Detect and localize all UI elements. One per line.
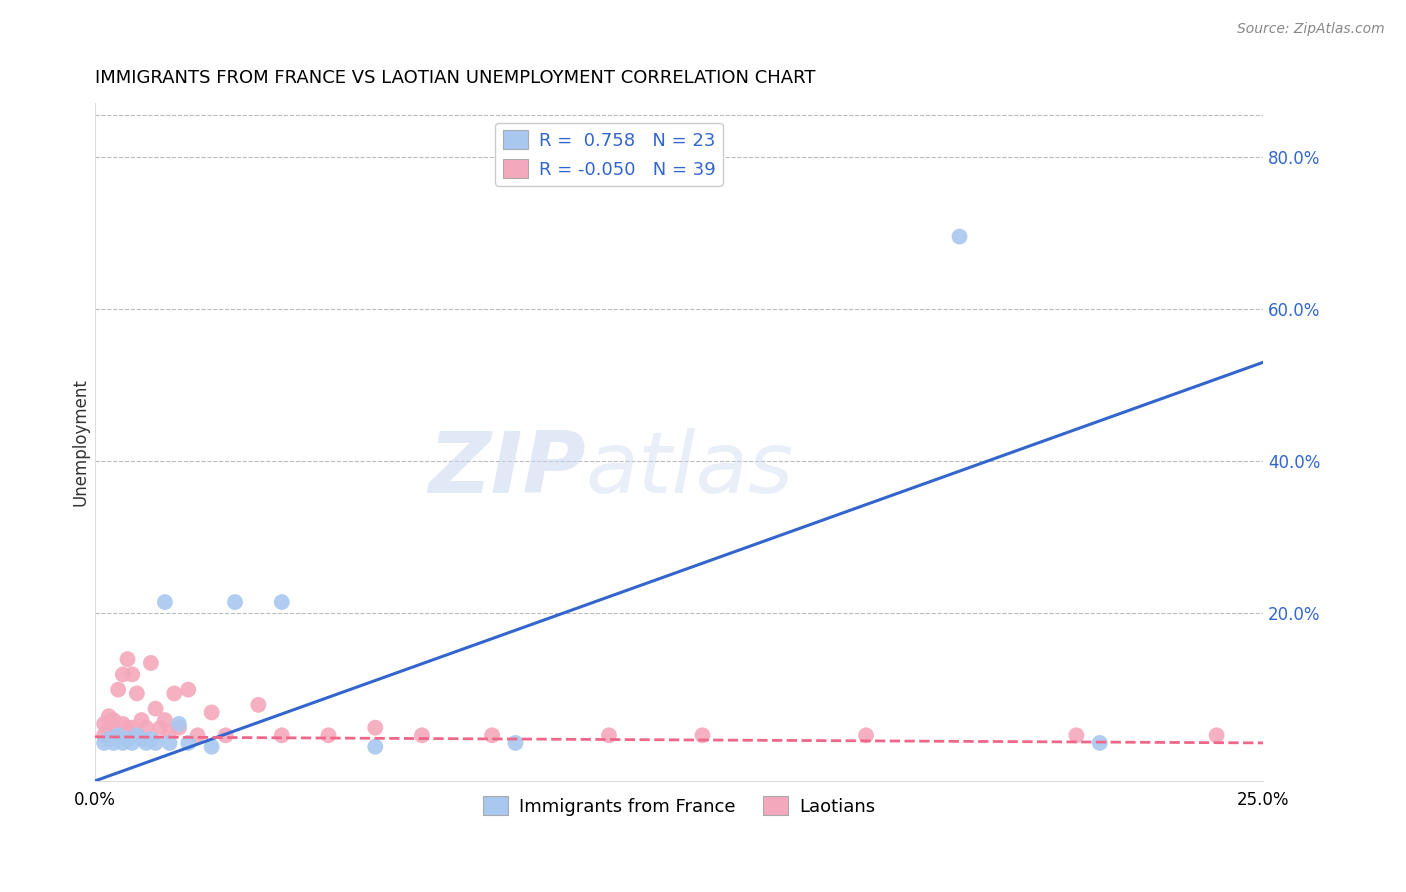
Point [131, 713, 153, 727]
Point [364, 739, 387, 754]
Point [505, 736, 527, 750]
Point [97, 709, 120, 723]
Text: ZIP: ZIP [427, 428, 585, 511]
Point [224, 595, 246, 609]
Point [107, 728, 129, 742]
Point [135, 721, 157, 735]
Point [111, 717, 134, 731]
Point [201, 739, 224, 754]
Point [187, 728, 209, 742]
Point [125, 728, 148, 742]
Point [117, 652, 139, 666]
Point [692, 728, 714, 742]
Point [125, 686, 148, 700]
Legend: Immigrants from France, Laotians: Immigrants from France, Laotians [475, 789, 882, 822]
Point [93, 736, 115, 750]
Point [111, 736, 134, 750]
Point [93, 728, 115, 742]
Point [97, 721, 120, 735]
Point [103, 736, 125, 750]
Text: atlas: atlas [585, 428, 793, 511]
Point [167, 717, 190, 731]
Point [131, 732, 153, 747]
Point [135, 736, 157, 750]
Point [121, 736, 143, 750]
Point [364, 721, 387, 735]
Point [167, 721, 190, 735]
Point [121, 667, 143, 681]
Point [318, 728, 340, 742]
Point [177, 736, 200, 750]
Point [598, 728, 620, 742]
Point [1066, 728, 1088, 742]
Point [93, 717, 115, 731]
Point [1205, 728, 1227, 742]
Point [111, 667, 134, 681]
Point [103, 724, 125, 739]
Point [270, 728, 292, 742]
Point [215, 728, 238, 742]
Text: IMMIGRANTS FROM FRANCE VS LAOTIAN UNEMPLOYMENT CORRELATION CHART: IMMIGRANTS FROM FRANCE VS LAOTIAN UNEMPL… [94, 69, 815, 87]
Point [139, 656, 162, 670]
Point [948, 229, 970, 244]
Point [159, 724, 181, 739]
Point [270, 595, 292, 609]
Point [149, 721, 172, 735]
Point [411, 728, 433, 742]
Point [103, 713, 125, 727]
Point [107, 682, 129, 697]
Point [97, 732, 120, 747]
Point [145, 701, 167, 715]
Point [201, 706, 224, 720]
Point [139, 732, 162, 747]
Text: Source: ZipAtlas.com: Source: ZipAtlas.com [1237, 22, 1385, 37]
Point [121, 721, 143, 735]
Point [117, 732, 139, 747]
Point [1088, 736, 1111, 750]
Point [163, 686, 186, 700]
Point [117, 721, 139, 735]
Point [153, 713, 176, 727]
Point [153, 595, 176, 609]
Point [855, 728, 877, 742]
Point [481, 728, 503, 742]
Point [159, 736, 181, 750]
Point [177, 682, 200, 697]
Point [247, 698, 270, 712]
Point [107, 728, 129, 742]
Point [145, 736, 167, 750]
Y-axis label: Unemployment: Unemployment [72, 378, 89, 506]
